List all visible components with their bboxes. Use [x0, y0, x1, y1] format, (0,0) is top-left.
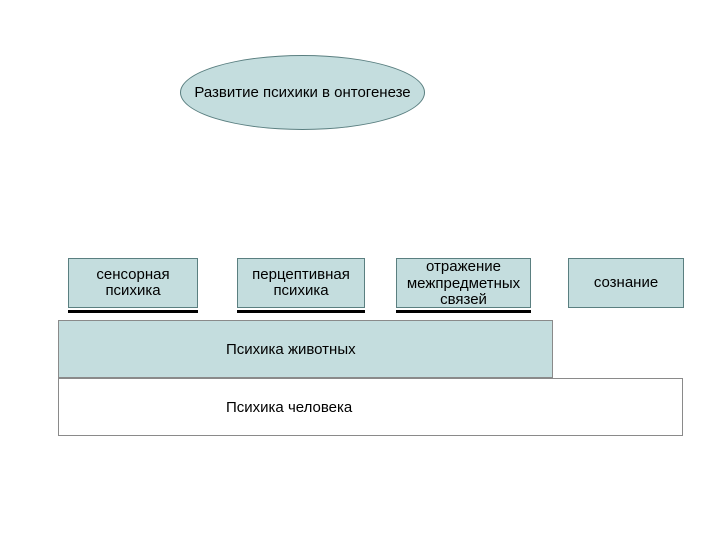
stage-label: перцептивная психика: [240, 267, 362, 300]
bar-animals: Психика животных: [58, 320, 553, 378]
stage-box: отражение межпредметных связей: [396, 258, 531, 308]
stage-box: сознание: [568, 258, 684, 308]
title-ellipse: Развитие психики в онтогенезе: [180, 55, 425, 130]
stage-label: сознание: [594, 275, 658, 292]
stage-label: сенсорная психика: [71, 267, 195, 300]
bar-human: Психика человека: [58, 378, 683, 436]
bar-label: Психика человека: [226, 399, 352, 416]
title-text: Развитие психики в онтогенезе: [194, 84, 410, 101]
stage-box: сенсорная психика: [68, 258, 198, 308]
stage-box: перцептивная психика: [237, 258, 365, 308]
stage-box-shadow: [396, 310, 531, 313]
bar-label: Психика животных: [226, 341, 356, 358]
stage-box-shadow: [68, 310, 198, 313]
stage-box-shadow: [237, 310, 365, 313]
stage-label: отражение межпредметных связей: [399, 259, 528, 309]
